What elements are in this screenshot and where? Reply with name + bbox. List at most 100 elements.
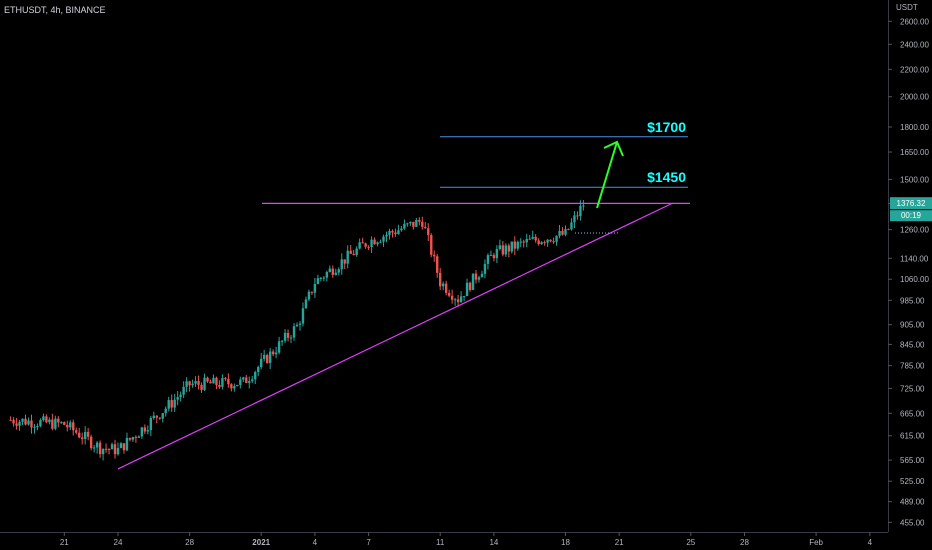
- candle-body: [576, 215, 579, 217]
- candle-body: [245, 377, 248, 384]
- candle-body: [18, 421, 21, 426]
- candle-body: [260, 358, 263, 368]
- candle-body: [251, 379, 254, 382]
- candle-body: [110, 444, 114, 450]
- candle-body: [504, 245, 508, 255]
- candle-body: [45, 416, 48, 423]
- candle-body: [63, 422, 66, 425]
- candle-body: [242, 377, 245, 380]
- candle-body: [406, 223, 409, 225]
- candle-body: [319, 277, 323, 279]
- candle-body: [582, 205, 585, 207]
- time-tick-label: 21: [615, 538, 624, 547]
- candle-body: [191, 383, 194, 386]
- time-tick-label: 4: [868, 538, 873, 547]
- candle-body: [140, 427, 144, 437]
- candle-body: [9, 419, 12, 421]
- time-tick-label: 18: [561, 538, 570, 547]
- countdown-label: 00:19: [901, 211, 922, 220]
- time-tick-label: 14: [489, 538, 498, 547]
- candle-body: [146, 430, 150, 432]
- candle-body: [453, 299, 457, 301]
- candle-body: [298, 323, 302, 325]
- candle-body: [337, 269, 340, 273]
- candle-body: [283, 332, 287, 341]
- price-tick-label: 905.00: [900, 321, 925, 330]
- candle-body: [433, 254, 436, 257]
- candle-body: [33, 426, 36, 428]
- candle-body: [236, 384, 239, 387]
- current-price-marker: [890, 197, 932, 210]
- candle-body: [194, 381, 197, 384]
- price-tick-label: 1140.00: [900, 254, 929, 263]
- candle-body: [352, 253, 355, 255]
- candle-body: [441, 283, 445, 287]
- candle-body: [128, 437, 132, 440]
- target-label: $1700: [647, 119, 686, 135]
- candle-body: [167, 400, 170, 409]
- candle-body: [391, 230, 394, 233]
- candle-body: [69, 422, 72, 428]
- candle-body: [540, 242, 543, 245]
- price-tick-label: 2200.00: [900, 65, 929, 74]
- candle-body: [12, 419, 15, 424]
- candle-body: [364, 243, 367, 247]
- candle-body: [248, 381, 251, 384]
- candle-body: [322, 277, 326, 279]
- candle-body: [340, 259, 343, 270]
- candle-body: [173, 399, 176, 408]
- candle-body: [295, 324, 299, 327]
- candle-body: [534, 236, 537, 241]
- time-tick-label: 4: [313, 538, 318, 547]
- price-axis-area: [888, 0, 932, 550]
- candle-body: [86, 431, 90, 437]
- candle-body: [277, 341, 281, 353]
- candle-body: [36, 426, 39, 428]
- candle-body: [304, 299, 308, 309]
- candle-body: [358, 242, 361, 249]
- candle-body: [471, 273, 475, 290]
- candle-body: [567, 228, 570, 230]
- candle-body: [388, 230, 391, 235]
- candle-body: [510, 241, 513, 252]
- candle-body: [212, 377, 215, 384]
- candle-body: [170, 400, 173, 408]
- candle-body: [468, 282, 472, 290]
- candle-body: [421, 221, 424, 227]
- candle-body: [143, 427, 147, 432]
- candle-body: [280, 340, 284, 342]
- candle-body: [373, 239, 376, 245]
- candle-body: [95, 442, 99, 448]
- price-tick-label: 615.00: [900, 432, 925, 441]
- candle-body: [301, 308, 305, 324]
- candle-body: [412, 221, 415, 227]
- candle-body: [561, 230, 564, 235]
- candle-body: [501, 245, 505, 255]
- candle-body: [218, 384, 221, 387]
- price-tick-label: 1800.00: [900, 123, 929, 132]
- candle-body: [379, 241, 382, 243]
- candle-body: [39, 420, 42, 427]
- candle-body: [15, 423, 18, 426]
- candle-body: [477, 277, 481, 280]
- candle-body: [310, 291, 314, 293]
- candle-body: [257, 367, 260, 373]
- candle-body: [164, 408, 167, 414]
- time-tick-label: 21: [60, 538, 69, 547]
- candle-body: [331, 268, 334, 275]
- time-tick-label: 28: [185, 538, 194, 547]
- candle-body: [543, 242, 546, 244]
- candle-body: [122, 443, 126, 451]
- price-tick-label: 2600.00: [900, 17, 929, 26]
- candle-body: [104, 448, 108, 450]
- price-tick-label: 2400.00: [900, 40, 929, 49]
- support-trendline: [117, 202, 674, 470]
- candle-body: [203, 377, 206, 390]
- price-tick-label: 2000.00: [900, 93, 929, 102]
- candle-body: [179, 394, 182, 398]
- candle-body: [307, 291, 311, 300]
- candle-body: [116, 448, 120, 455]
- candle-body: [465, 282, 469, 297]
- candle-body: [185, 381, 188, 387]
